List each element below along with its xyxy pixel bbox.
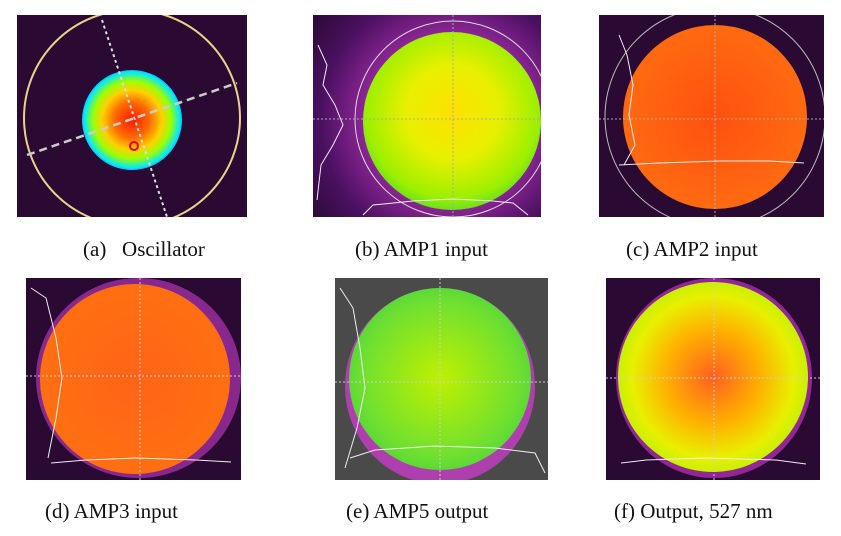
caption-b: (b) AMP1 input	[355, 237, 489, 261]
beam-image-oscillator	[17, 15, 247, 217]
caption-c: (c) AMP2 input	[626, 237, 758, 261]
caption-a: (a) Oscillator	[83, 237, 205, 261]
caption-e: (e) AMP5 output	[346, 499, 489, 523]
caption-f: (f) Output, 527 nm	[614, 499, 773, 523]
beam-image-amp1-input	[313, 15, 541, 217]
caption-d: (d) AMP3 input	[45, 499, 179, 523]
beam-image-amp3-input	[26, 278, 241, 480]
beam-image-amp5-output	[335, 278, 548, 480]
beam-image-output-527nm	[606, 278, 820, 480]
beam-image-amp2-input	[599, 15, 824, 217]
